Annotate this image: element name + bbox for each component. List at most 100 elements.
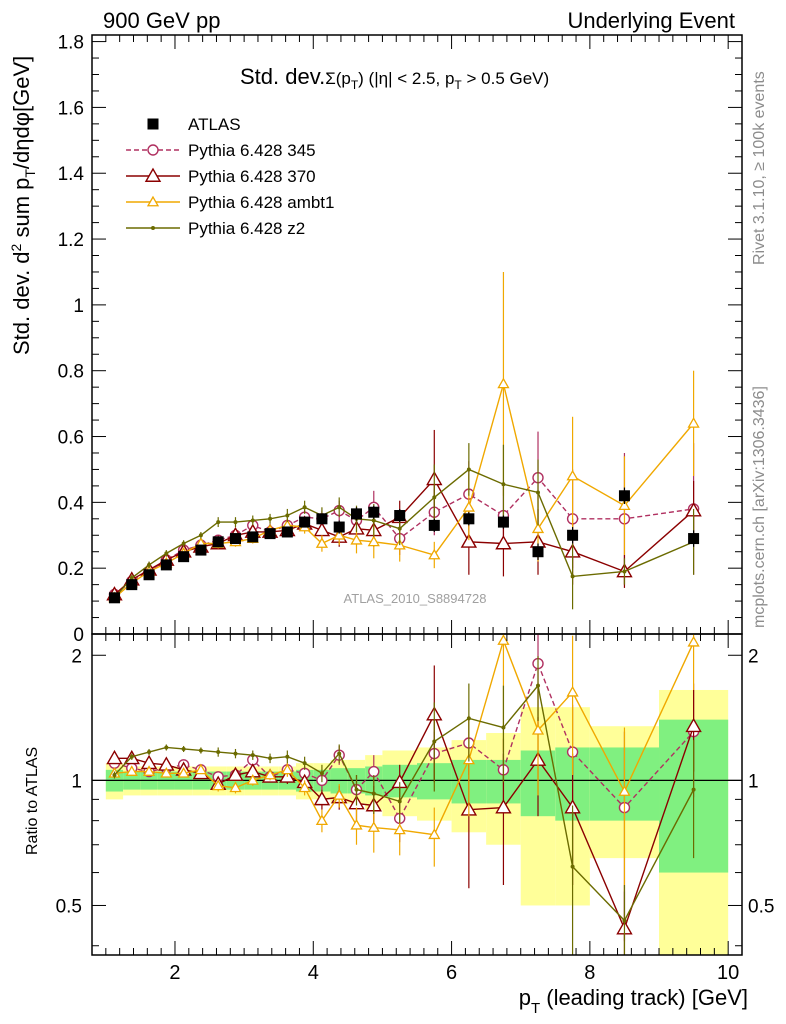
pythia-6-428-ambt1-point: [333, 789, 346, 800]
pythia-6-428-ambt1-point: [618, 785, 631, 796]
pythia-6-428-z2-point: [268, 756, 273, 761]
atlas-point: [264, 528, 276, 540]
pythia-6-428-ambt1-point: [367, 821, 380, 832]
pythia-6-428-ambt1-point: [687, 417, 700, 428]
rivet-label: Rivet 3.1.10, ≥ 100k events: [751, 71, 768, 265]
pythia-6-428-ambt1-line: [114, 381, 695, 599]
upper-ylabel-b: sum p: [9, 178, 34, 244]
pythia-6-428-ambt1-point: [229, 781, 242, 793]
title-text: Std. dev.: [240, 64, 325, 89]
header-right: Underlying Event: [567, 8, 735, 33]
pythia-6-428-z2-point: [337, 751, 342, 756]
atlas-point: [143, 569, 155, 581]
upper-y-tick-label: 1.2: [58, 230, 84, 251]
pythia-6-428-ambt1-point: [566, 685, 579, 697]
upper-ylabel-a: Std. dev. d: [9, 251, 34, 355]
pythia-6-428-ambt1-point: [393, 823, 406, 835]
atlas-point: [299, 516, 311, 528]
title-sigma: Σ(p: [325, 69, 351, 88]
pythia-6-428-ambt1-point: [350, 818, 363, 830]
pythia-6-428-z2-point: [570, 574, 575, 579]
pythia-6-428-z2-point: [198, 533, 203, 538]
pythia-6-428-ambt1-point: [531, 522, 545, 534]
pythia-6-428-z2-point: [233, 520, 238, 525]
mcplots-label: mcplots.cern.ch [arXiv:1306.3436]: [751, 386, 768, 628]
pythia-6-428-z2-point: [319, 771, 324, 776]
pythia-6-428-z2-point: [622, 569, 627, 574]
atlas-point: [126, 579, 138, 591]
pythia-6-428-z2-point: [181, 541, 186, 546]
pythia-6-428-z2-point: [337, 505, 342, 510]
atlas-point: [178, 551, 190, 563]
pythia-6-428-z2-point: [466, 467, 471, 472]
lower-y-tick-label-right: 0.5: [748, 896, 774, 917]
pythia-6-428-z2-point: [466, 716, 471, 721]
lower-ylabel: Ratio to ATLAS: [24, 747, 41, 855]
atlas-point: [532, 546, 544, 558]
upper-y-tick-label: 0.8: [58, 362, 84, 383]
upper-y-tick-label: 1.6: [58, 98, 84, 119]
ratio-plot: 2 4 6 8 100.5 0.51 12 2: [56, 35, 774, 984]
upper-ylabel-sup: 2: [8, 243, 24, 251]
atlas-point: [247, 531, 259, 543]
pythia-6-428-z2-point: [622, 918, 627, 923]
x-tick-label: 4: [308, 962, 319, 984]
pythia-6-428-z2-point: [216, 520, 221, 525]
pythia-6-428-z2-point: [397, 799, 402, 804]
x-tick-label: 8: [584, 962, 595, 984]
header-left: 900 GeV pp: [103, 8, 220, 33]
x-axis-label-sub: T: [531, 1000, 540, 1017]
pythia-6-428-ambt1-point: [531, 723, 545, 735]
pythia-6-428-ambt1-point: [428, 828, 441, 840]
legend-label-pythia-6-428-ambt1: Pythia 6.428 ambt1: [188, 193, 334, 212]
pythia-6-428-z2-point: [129, 576, 134, 581]
lower-y-tick-label: 2: [71, 646, 82, 667]
atlas-point: [108, 592, 120, 604]
pythia-6-428-370-point: [313, 790, 331, 806]
pythia-6-428-z2-line: [113, 468, 694, 599]
lower-y-tick-label: 0.5: [56, 896, 82, 917]
plot-title: Std. dev.Σ(pT) (|η| < 2.5, pT > 0.5 GeV): [240, 64, 549, 92]
x-tick-label: 10: [717, 962, 739, 984]
pythia-6-428-ambt1-point: [160, 766, 173, 778]
pythia-6-428-370-point: [685, 717, 702, 733]
pythia-6-428-370-point: [495, 799, 512, 814]
pythia-6-428-ambt1-point: [618, 499, 631, 511]
pythia-6-428-z2-point: [250, 753, 255, 758]
atlas-point: [463, 513, 475, 525]
pythia-6-428-370-point: [227, 766, 244, 781]
pythia-6-428-ambt1-point: [333, 528, 346, 540]
pythia-6-428-370-point: [106, 749, 123, 765]
pythia-6-428-z2-point: [164, 745, 169, 750]
upper-y-tick-label: 0.6: [58, 428, 84, 449]
pythia-6-428-ambt1-point: [428, 548, 441, 560]
pythia-6-428-z2-point: [432, 739, 437, 744]
pythia-6-428-z2-point: [371, 518, 376, 523]
pythia-6-428-z2-point: [112, 773, 117, 778]
pythia-6-428-z2-point: [302, 761, 307, 766]
x-axis-label: pT (leading track) [GeV]: [519, 985, 748, 1017]
lower-frame: [91, 633, 743, 956]
pythia-6-428-z2-point: [371, 791, 376, 796]
pythia-6-428-ambt1-point: [281, 763, 294, 775]
pythia-6-428-ambt1-point: [566, 469, 579, 481]
upper-y-tick-label: 1.4: [58, 164, 85, 185]
pythia-6-428-z2-point: [285, 513, 290, 518]
pythia-6-428-370-point: [313, 521, 331, 537]
atlas-point: [212, 536, 224, 548]
pythia-6-428-z2-point: [691, 787, 696, 792]
pythia-6-428-z2-point: [501, 482, 506, 487]
pythia-6-428-z2-point: [250, 518, 255, 523]
x-axis-label-b: (leading track) [GeV]: [540, 985, 748, 1010]
pythia-6-428-z2-point: [536, 683, 541, 688]
title-sigma-sub: T: [351, 78, 359, 92]
legend-label-pythia-6-428-z2: Pythia 6.428 z2: [188, 219, 305, 238]
atlas-point: [229, 533, 241, 545]
x-tick-label: 2: [169, 962, 180, 984]
upper-y-tick-label: 1.8: [58, 33, 84, 54]
lower-y-tick-label-right: 2: [748, 646, 759, 667]
pythia-6-428-z2-point: [397, 526, 402, 531]
atlas-point: [497, 516, 509, 528]
upper-y-tick-label: 1: [73, 296, 84, 317]
legend-pythia-6-428-ambt1-point: [146, 195, 160, 207]
